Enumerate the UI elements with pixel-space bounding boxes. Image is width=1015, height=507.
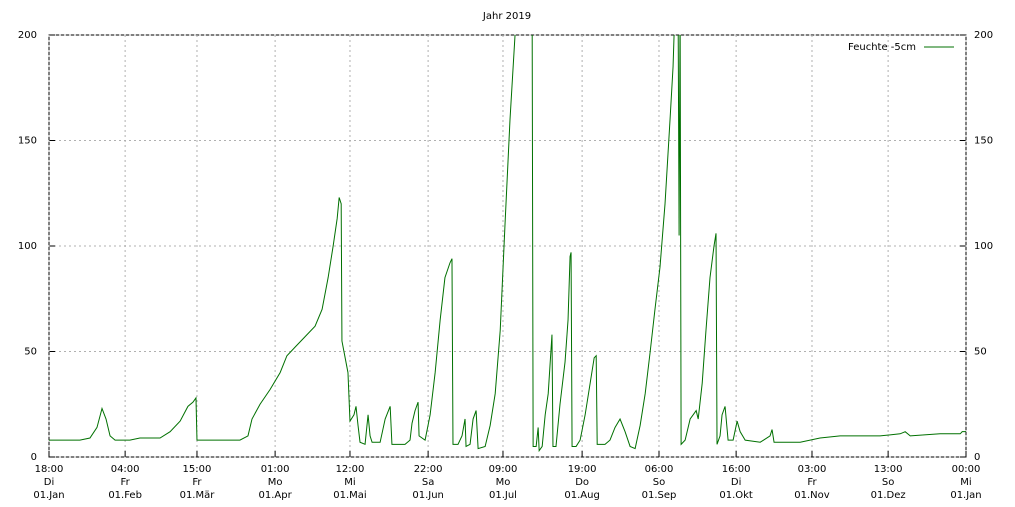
x-tick-label: Sa — [422, 477, 434, 488]
x-tick-label: 09:00 — [489, 464, 518, 475]
x-tick-label: 01.Feb — [108, 490, 142, 501]
x-tick-label: Mo — [268, 477, 283, 488]
y-tick-label: 200 — [18, 30, 37, 41]
x-tick-label: 01.Mär — [180, 490, 216, 501]
x-tick-label: 15:00 — [183, 464, 212, 475]
y-tick-label: 100 — [18, 241, 37, 252]
data-line — [49, 35, 966, 453]
x-tick-label: Di — [731, 477, 741, 488]
x-tick-label: 01.Nov — [794, 490, 830, 501]
y-tick-label: 150 — [18, 136, 37, 147]
x-tick-label: 01.Sep — [642, 490, 677, 501]
x-tick-label: 01.Jul — [489, 490, 517, 501]
y2-tick-label: 200 — [974, 30, 993, 41]
x-tick-label: 01.Jun — [412, 490, 444, 501]
y2-tick-label: 100 — [974, 241, 993, 252]
x-tick-label: Fr — [807, 477, 817, 488]
x-tick-label: 01.Apr — [259, 490, 293, 501]
x-tick-label: Mo — [496, 477, 511, 488]
x-tick-label: 03:00 — [798, 464, 827, 475]
x-tick-label: 12:00 — [336, 464, 365, 475]
x-tick-label: 01.Mai — [333, 490, 366, 501]
x-tick-label: So — [882, 477, 894, 488]
y-tick-label: 0 — [31, 452, 37, 463]
y2-tick-label: 50 — [974, 347, 987, 358]
x-tick-label: 06:00 — [645, 464, 674, 475]
chart-title: Jahr 2019 — [482, 11, 531, 22]
x-tick-label: 19:00 — [568, 464, 597, 475]
x-tick-label: 01.Dez — [871, 490, 906, 501]
x-tick-label: 22:00 — [414, 464, 443, 475]
x-tick-label: 01:00 — [261, 464, 290, 475]
x-tick-label: Mi — [960, 477, 971, 488]
x-tick-label: Do — [575, 477, 589, 488]
x-tick-label: 13:00 — [874, 464, 903, 475]
x-tick-label: 04:00 — [111, 464, 140, 475]
y2-tick-label: 150 — [974, 136, 993, 147]
y2-tick-label: 0 — [974, 452, 980, 463]
x-tick-label: 01.Jan — [950, 490, 981, 501]
x-tick-label: Mi — [344, 477, 355, 488]
plot-frame — [48, 34, 967, 458]
x-tick-label: 01.Aug — [564, 490, 599, 501]
x-tick-label: Fr — [192, 477, 202, 488]
x-tick-label: Fr — [121, 477, 131, 488]
x-tick-label: 01.Okt — [719, 490, 753, 501]
x-tick-label: So — [653, 477, 665, 488]
x-tick-label: 16:00 — [722, 464, 751, 475]
x-tick-label: Di — [44, 477, 54, 488]
y-tick-label: 50 — [24, 347, 37, 358]
x-tick-label: 18:00 — [35, 464, 64, 475]
x-tick-label: 00:00 — [952, 464, 981, 475]
x-tick-label: 01.Jan — [33, 490, 64, 501]
legend-label: Feuchte -5cm — [848, 42, 916, 53]
